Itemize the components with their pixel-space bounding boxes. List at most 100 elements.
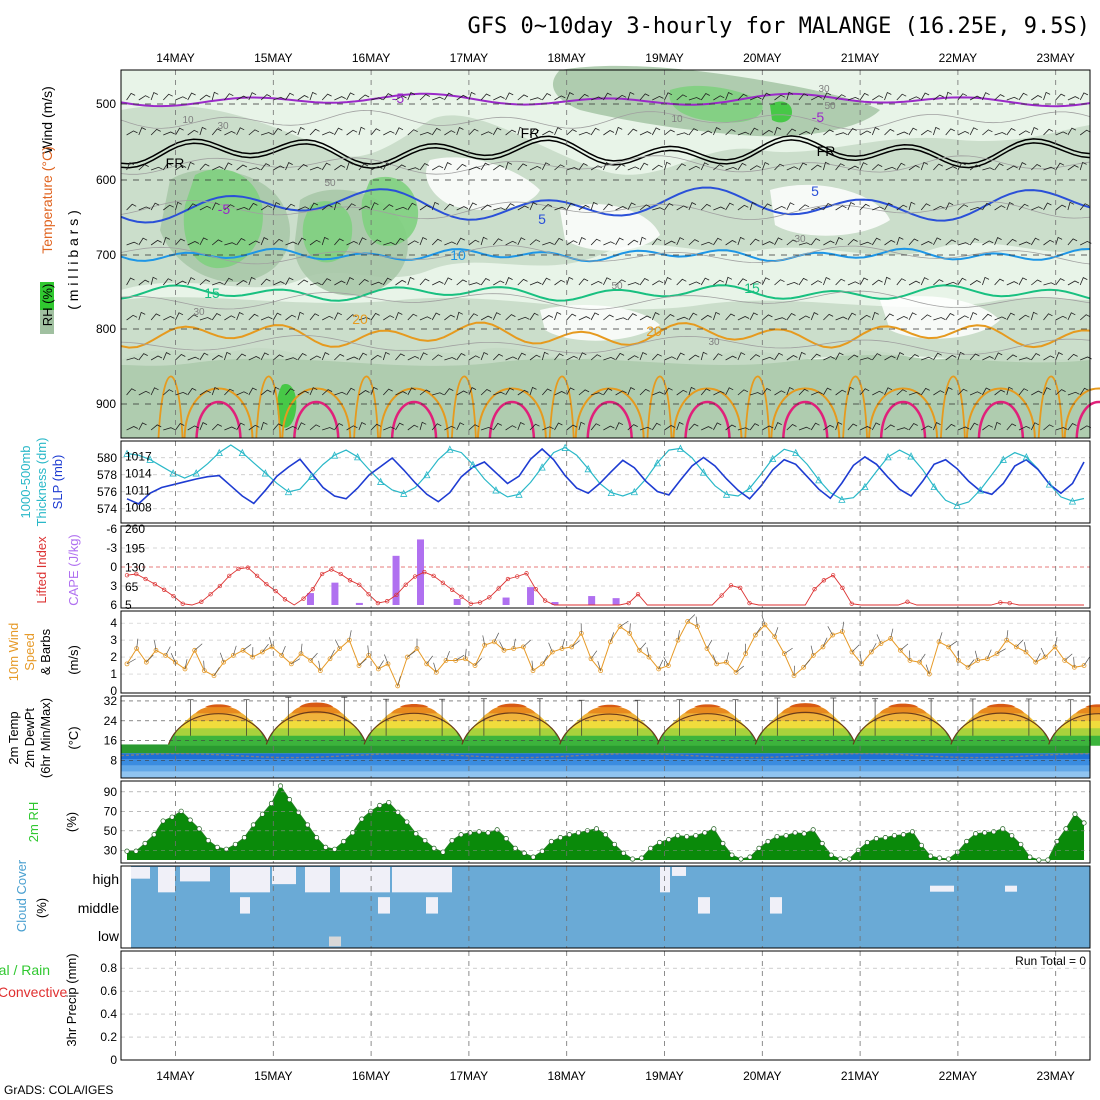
rh-marker: [1027, 854, 1033, 860]
wind-barb: [505, 314, 516, 321]
lifted-index-marker: [217, 583, 223, 589]
wind-barb: [493, 353, 504, 361]
cape-label: CAPE (J/kg): [66, 534, 81, 606]
contour-arch-25: [842, 375, 868, 439]
wind-barb: [957, 242, 970, 246]
wind-barb: [835, 163, 845, 171]
thickness-marker: [192, 469, 200, 477]
rh-tick: 50: [104, 824, 118, 838]
wind-speed-marker: [888, 636, 894, 641]
wind-barb: [1043, 355, 1055, 361]
contour-label: 5: [538, 211, 546, 227]
wind-barb: [725, 276, 733, 286]
contour-label: 10: [450, 247, 466, 263]
wind-barb: [492, 127, 502, 136]
wind-barb: [884, 239, 896, 246]
wind-barb: [695, 616, 698, 627]
wind-barb: [847, 201, 855, 211]
cape-bar: [392, 555, 400, 605]
rh-marker: [991, 829, 997, 835]
wind-barb: [334, 639, 340, 649]
rh-marker: [684, 834, 690, 840]
wind-barb: [823, 129, 834, 136]
wind-barb: [1067, 164, 1079, 171]
lifted-index-marker: [431, 573, 436, 579]
wind-barb: [700, 130, 713, 136]
wind-barb: [162, 352, 171, 361]
wind-barb: [378, 660, 384, 670]
wind-barb: [407, 387, 416, 396]
rh-marker: [909, 829, 916, 835]
wind-barb: [590, 201, 598, 211]
wind-barb: [920, 92, 930, 101]
lifted-index-marker: [830, 573, 836, 578]
wind-barb: [529, 97, 542, 101]
wind-speed-marker: [1013, 644, 1019, 650]
rh-marker: [196, 826, 202, 832]
wind-barb: [367, 645, 370, 656]
wind-barb: [639, 277, 649, 286]
wind-speed-marker: [569, 644, 575, 650]
wind-barb: [126, 314, 138, 321]
wind-barb: [822, 637, 828, 648]
wind-barb: [933, 390, 945, 396]
wind-barb: [318, 660, 321, 671]
slp-tick: 1017: [125, 449, 152, 463]
wind-speed-marker: [453, 658, 459, 663]
wind-barb: [969, 127, 978, 136]
wind-barb: [969, 422, 979, 431]
wind-barb: [163, 427, 176, 431]
wind-barb: [810, 353, 821, 361]
wind-barb: [890, 628, 894, 639]
wind-barb: [700, 277, 710, 286]
dewpoint-line: [120, 752, 1091, 759]
wind-barb: [492, 238, 503, 246]
wind-barb: [248, 276, 256, 286]
wind-barb: [236, 311, 244, 321]
wind-barb: [566, 167, 579, 171]
thickness-marker: [769, 454, 777, 462]
wind-barb: [199, 422, 208, 431]
wind-barb: [224, 162, 233, 171]
slp-tick: 1008: [125, 500, 152, 514]
wind-barb: [798, 277, 808, 286]
wind-barb: [859, 388, 870, 396]
wind-speed-marker: [810, 652, 816, 658]
thickness-marker: [884, 453, 892, 461]
precip-panel: 0.8 0.6 0.4 0.2 0 Run Total = 0: [100, 954, 1090, 1067]
wind-barb: [603, 387, 613, 396]
wind-barb: [260, 389, 272, 396]
rh-clear-region: [540, 305, 660, 341]
cloud-gap-middle: [240, 897, 250, 914]
wind-barb: [395, 164, 406, 171]
wind-barb: [921, 356, 933, 361]
wind-barb: [334, 127, 343, 136]
wind-barb: [737, 278, 748, 286]
wind-barb: [187, 277, 196, 286]
wind-barb: [1040, 647, 1046, 658]
wind-speed-marker: [124, 661, 130, 667]
wind-speed-marker: [491, 639, 497, 645]
lifted-index-marker: [533, 587, 538, 592]
rh-marker: [1081, 820, 1087, 826]
wind-speed-marker: [926, 671, 932, 677]
wind-barb: [619, 620, 629, 627]
lifted-index-marker: [301, 596, 306, 601]
wind-barb: [146, 654, 154, 663]
wind-barb: [456, 390, 468, 396]
wind-barb: [236, 280, 248, 286]
wind-barb: [969, 237, 979, 246]
wind-barb: [701, 426, 713, 431]
wind-barb: [175, 165, 187, 171]
wind-barb: [884, 313, 894, 321]
wind-barb: [542, 655, 549, 665]
wind-barb: [542, 204, 553, 211]
lifted-index-marker: [199, 599, 204, 604]
wind-barb: [162, 162, 172, 171]
temperature-contour: [120, 135, 1091, 165]
wind-barb: [407, 276, 415, 286]
wind-barb: [309, 239, 321, 246]
rh-marker: [512, 845, 518, 851]
wind-barb: [957, 162, 966, 171]
wind-barb: [774, 126, 782, 136]
